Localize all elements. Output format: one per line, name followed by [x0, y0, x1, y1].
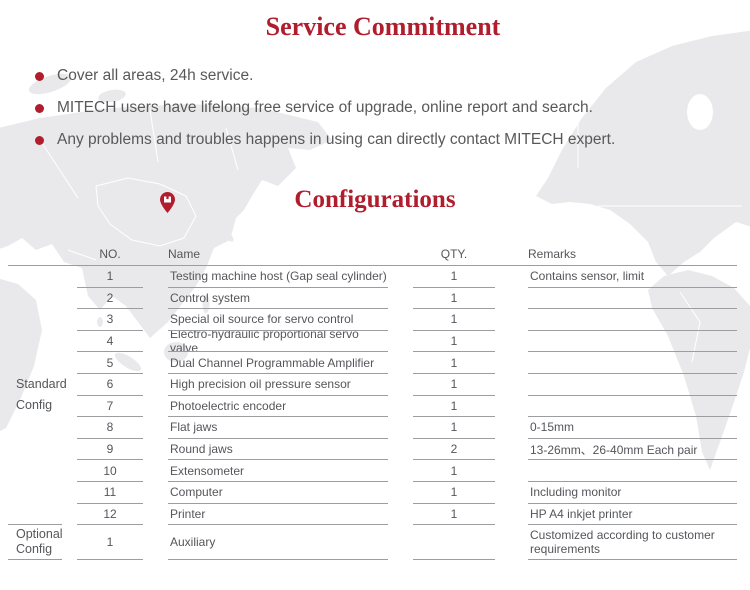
- cell-name: Extensometer: [168, 460, 388, 482]
- bullet-icon: [35, 71, 44, 81]
- cell-qty: 1: [413, 331, 495, 353]
- column-header-remarks: Remarks: [528, 243, 737, 266]
- cell-remarks: [528, 460, 737, 482]
- cell-name: High precision oil pressure sensor: [168, 374, 388, 396]
- bullet-text: Cover all areas, 24h service.: [57, 67, 254, 84]
- column-header-name: Name: [168, 243, 388, 266]
- cell-qty: 1: [413, 460, 495, 482]
- location-pin-icon: [160, 192, 175, 213]
- cell-name: Flat jaws: [168, 417, 388, 439]
- cell-no: 10: [77, 460, 143, 482]
- cell-no: 4: [77, 331, 143, 353]
- cell-no: 9: [77, 439, 143, 461]
- cell-remarks: 13-26mm、26-40mm Each pair: [528, 439, 737, 461]
- cell-remarks: [528, 309, 737, 331]
- configurations-table: NO. Name QTY. Remarks Standard Config Op…: [0, 243, 750, 561]
- cell-no: 2: [77, 288, 143, 310]
- cell-remarks: Customized according to customer require…: [528, 525, 737, 561]
- cell-no: 11: [77, 482, 143, 504]
- table-row: 4 Electro-hydraulic proportional servo v…: [77, 331, 750, 353]
- cell-name: Round jaws: [168, 439, 388, 461]
- table-row: 11 Computer 1 Including monitor: [77, 482, 750, 504]
- cell-no: 5: [77, 352, 143, 374]
- cell-name: Photoelectric encoder: [168, 396, 388, 418]
- cell-qty: 1: [413, 417, 495, 439]
- bullet-icon: [35, 135, 44, 145]
- cell-remarks: [528, 396, 737, 418]
- cell-qty: 2: [413, 439, 495, 461]
- cell-qty: 1: [413, 504, 495, 526]
- table-row: 1 Testing machine host (Gap seal cylinde…: [77, 266, 750, 288]
- column-header-qty: QTY.: [413, 243, 495, 266]
- table-row-optional: 1 Auxiliary Customized according to cust…: [77, 525, 750, 561]
- cell-remarks: [528, 374, 737, 396]
- table-row: 12 Printer 1 HP A4 inkjet printer: [77, 504, 750, 526]
- cell-no: 1: [77, 525, 143, 561]
- cell-qty: 1: [413, 482, 495, 504]
- cell-remarks: Contains sensor, limit: [528, 266, 737, 288]
- cell-remarks: HP A4 inkjet printer: [528, 504, 737, 526]
- cell-no: 7: [77, 396, 143, 418]
- cell-name: Electro-hydraulic proportional servo val…: [168, 331, 388, 353]
- page-title-service-commitment: Service Commitment: [265, 12, 501, 41]
- cell-no: 12: [77, 504, 143, 526]
- bullet-text: MITECH users have lifelong free service …: [57, 99, 593, 116]
- group-label-standard-config: Standard Config: [8, 266, 67, 526]
- cell-no: 3: [77, 309, 143, 331]
- header-group-spacer: [8, 243, 62, 266]
- cell-qty: 1: [413, 374, 495, 396]
- cell-no: 1: [77, 266, 143, 288]
- cell-qty: [413, 525, 495, 561]
- cell-qty: 1: [413, 266, 495, 288]
- cell-qty: 1: [413, 309, 495, 331]
- cell-qty: 1: [413, 288, 495, 310]
- table-row: 5 Dual Channel Programmable Amplifier 1: [77, 352, 750, 374]
- bullet-icon: [35, 103, 44, 113]
- cell-name: Control system: [168, 288, 388, 310]
- service-bullet-list: Cover all areas, 24h service. MITECH use…: [30, 60, 730, 156]
- cell-name: Printer: [168, 504, 388, 526]
- column-header-no: NO.: [77, 243, 143, 266]
- cell-name: Testing machine host (Gap seal cylinder): [168, 266, 388, 288]
- table-header-row: NO. Name QTY. Remarks: [8, 243, 750, 266]
- cell-qty: 1: [413, 396, 495, 418]
- cell-name: Computer: [168, 482, 388, 504]
- table-row: 7 Photoelectric encoder 1: [77, 396, 750, 418]
- cell-name: Dual Channel Programmable Amplifier: [168, 352, 388, 374]
- table-row: 8 Flat jaws 1 0-15mm: [77, 417, 750, 439]
- cell-remarks: [528, 288, 737, 310]
- page-title-configurations: Configurations: [294, 186, 456, 213]
- table-row: 3 Special oil source for servo control 1: [77, 309, 750, 331]
- cell-name: Special oil source for servo control: [168, 309, 388, 331]
- table-row: 6 High precision oil pressure sensor 1: [77, 374, 750, 396]
- cell-remarks: [528, 352, 737, 374]
- table-row: 2 Control system 1: [77, 288, 750, 310]
- list-item: MITECH users have lifelong free service …: [30, 92, 730, 124]
- cell-remarks: 0-15mm: [528, 417, 737, 439]
- cell-remarks: [528, 331, 737, 353]
- bullet-text: Any problems and troubles happens in usi…: [57, 131, 616, 148]
- cell-remarks: Including monitor: [528, 482, 737, 504]
- cell-no: 8: [77, 417, 143, 439]
- cell-name: Auxiliary: [168, 525, 388, 561]
- cell-no: 6: [77, 374, 143, 396]
- list-item: Any problems and troubles happens in usi…: [30, 124, 730, 156]
- list-item: Cover all areas, 24h service.: [30, 60, 730, 92]
- table-body: 1 Testing machine host (Gap seal cylinde…: [77, 266, 750, 561]
- group-label-optional-config: Optional Config: [8, 525, 63, 561]
- table-row: 10 Extensometer 1: [77, 460, 750, 482]
- cell-qty: 1: [413, 352, 495, 374]
- table-row: 9 Round jaws 2 13-26mm、26-40mm Each pair: [77, 439, 750, 461]
